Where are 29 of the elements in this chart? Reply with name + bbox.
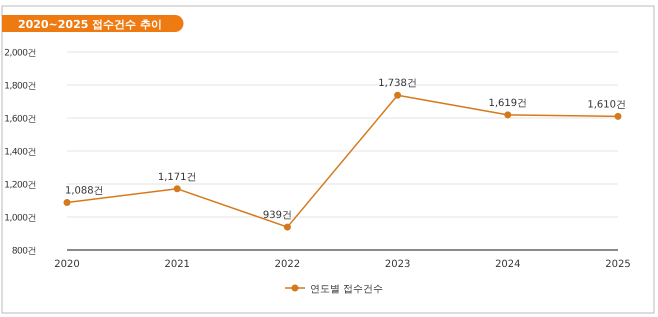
point [284, 224, 291, 231]
y-tick-label: 1,400건 [4, 148, 36, 158]
y-tick-label: 1,000건 [4, 214, 36, 224]
legend: 연도별 접수건수 [285, 284, 384, 295]
data-label: 939건 [262, 210, 292, 222]
y-tick-label: 1,600건 [4, 114, 36, 124]
x-tick-label: 2020 [54, 259, 80, 270]
data-label: 1,088건 [65, 185, 104, 196]
point [504, 111, 512, 118]
legend-label: 연도별 접수건수 [310, 284, 384, 295]
x-tick-label: 2023 [384, 259, 410, 270]
chart-title: 2020~2025 접수건수 추이 [18, 18, 162, 31]
title: 2020~2025 접수건수 추이 [2, 15, 184, 32]
y-tick-label: 1,200건 [4, 180, 36, 190]
x-tick-label: 2022 [274, 259, 300, 270]
data-label: 1,171건 [158, 172, 197, 183]
x-tick-label: 2021 [164, 259, 190, 270]
y-tick-label: 2,000건 [4, 48, 36, 58]
x-tick-label: 2024 [495, 259, 521, 270]
point [64, 198, 70, 206]
data-label: 1,619건 [488, 98, 528, 109]
y-tick-label: 1,800건 [4, 82, 36, 92]
data-label: 1,610건 [587, 99, 626, 110]
x-tick-label: 2025 [605, 259, 631, 270]
point [614, 112, 622, 120]
data-label: 1,738건 [378, 78, 417, 90]
point [394, 92, 402, 99]
y-tick-label: 800건 [12, 246, 36, 256]
point [174, 185, 181, 192]
